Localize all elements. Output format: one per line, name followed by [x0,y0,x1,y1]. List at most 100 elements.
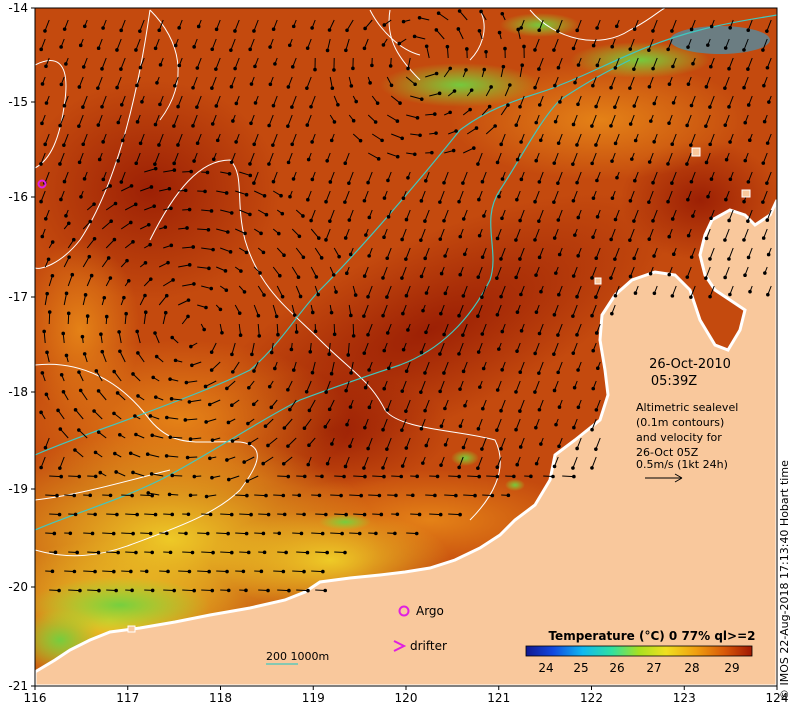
velocity-arrow [538,209,544,222]
velocity-arrow-head [98,470,103,475]
velocity-arrow-head [477,28,482,33]
island [691,147,701,157]
velocity-arrow-head [347,218,352,222]
velocity-arrow-head [363,26,367,31]
velocity-arrow-head [115,85,119,90]
lon-tick-label: 118 [209,691,232,705]
velocity-arrow [158,19,164,31]
velocity-arrow-head [538,138,543,143]
velocity-arrow [562,475,574,478]
velocity-arrow-head [386,178,390,183]
velocity-arrow-head [204,494,209,499]
velocity-arrow [534,380,540,393]
velocity-arrow-head [246,421,250,426]
velocity-arrow-head [116,120,121,125]
velocity-arrow-head [424,44,429,49]
velocity-arrow-head [64,291,69,296]
velocity-arrow [80,390,88,401]
velocity-arrow-head [613,141,618,146]
velocity-arrow [277,589,289,592]
velocity-arrow-head [242,290,247,294]
velocity-arrow [435,29,445,40]
velocity-arrow-head [157,143,161,147]
velocity-arrow-head [689,255,694,259]
velocity-arrow-head [572,474,576,479]
velocity-arrow-head [187,207,192,212]
velocity-arrow-head [728,177,733,182]
velocity-arrow-head [765,181,769,185]
velocity-arrow-head [412,34,417,39]
velocity-arrow-head [248,212,252,217]
velocity-arrow-head [58,123,62,128]
velocity-arrow-head [571,122,576,127]
velocity-arrow-head [554,422,558,427]
velocity-arrow-head [224,288,229,293]
velocity-arrow [367,285,373,297]
velocity-arrow-head [62,27,67,31]
velocity-arrow-head [381,43,386,47]
velocity-arrow-head [39,199,43,204]
velocity-arrow-head [340,531,344,536]
velocity-arrow [306,380,312,392]
velocity-arrow [291,95,297,108]
velocity-arrow [102,532,114,535]
velocity-arrow-head [445,44,450,49]
velocity-arrow [477,456,483,469]
velocity-arrow-head [119,67,123,71]
velocity-arrow-head [150,433,155,438]
velocity-arrow-head [666,162,670,166]
velocity-arrow [667,190,673,202]
velocity-arrow-head [632,27,637,31]
velocity-arrow [709,95,715,108]
velocity-arrow [216,570,228,573]
velocity-arrow [671,171,677,184]
velocity-arrow [196,95,202,108]
velocity-arrow-head [495,388,500,392]
velocity-arrow [572,152,578,165]
velocity-arrow-head [282,512,287,517]
velocity-arrow-head [192,159,196,163]
velocity-arrow [82,133,88,145]
velocity-arrow-head [448,66,453,71]
velocity-arrow [458,190,464,202]
velocity-arrow-head [443,254,447,258]
velocity-arrow [291,266,299,278]
velocity-arrow [101,220,112,230]
velocity-arrow-head [316,292,321,297]
velocity-arrow [40,190,46,202]
colorbar-tick-label: 29 [724,661,739,675]
velocity-arrow-head [595,26,599,30]
velocity-arrow-head [158,63,163,67]
velocity-arrow-head [518,257,522,261]
velocity-arrow [154,332,160,344]
velocity-arrow-head [461,445,466,450]
velocity-arrow-head [332,332,337,337]
velocity-arrow-head [359,493,363,498]
velocity-arrow [151,473,164,477]
lat-tick-label: -18 [8,385,28,399]
velocity-arrow-head [400,276,404,280]
velocity-arrow-head [419,350,424,355]
velocity-arrow-head [537,103,542,107]
velocity-arrow-head [595,63,600,68]
velocity-arrow [192,114,198,127]
velocity-arrow [367,171,373,183]
velocity-arrow [420,380,426,393]
velocity-arrow-head [149,472,154,476]
velocity-arrow-head [286,160,291,165]
velocity-arrow [234,57,240,69]
velocity-arrow-head [362,314,366,318]
velocity-arrow [595,95,601,107]
velocity-arrow-head [404,409,408,413]
velocity-arrow [331,361,335,374]
velocity-arrow-head [382,386,387,391]
velocity-arrow [443,323,449,335]
velocity-arrow [226,380,236,389]
velocity-arrow-head [385,447,389,451]
velocity-arrow-head [363,474,367,479]
velocity-arrow-head [331,273,336,277]
velocity-arrow-head [633,291,638,295]
velocity-arrow-head [556,370,560,375]
velocity-arrow-head [686,45,690,49]
velocity-arrow-head [518,218,522,223]
